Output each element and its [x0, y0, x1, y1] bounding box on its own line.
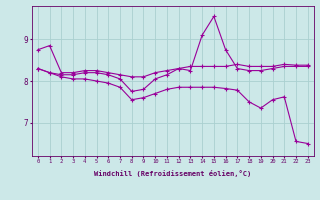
X-axis label: Windchill (Refroidissement éolien,°C): Windchill (Refroidissement éolien,°C): [94, 170, 252, 177]
